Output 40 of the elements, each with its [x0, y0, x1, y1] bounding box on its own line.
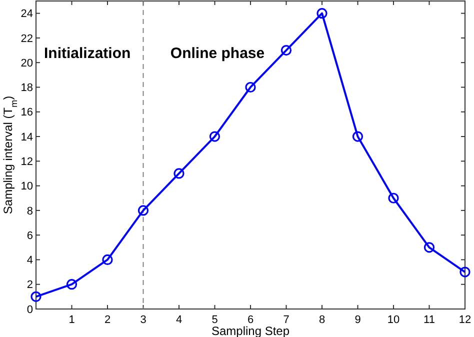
x-tick-label: 7	[283, 314, 290, 326]
x-tick-label: 9	[354, 314, 361, 326]
y-tick-label: 6	[26, 230, 33, 242]
y-tick-label: 8	[26, 205, 33, 218]
point	[30, 291, 42, 302]
point	[174, 168, 184, 179]
y-tick-label: 12	[20, 156, 33, 168]
y-tick-label: 20	[20, 57, 33, 70]
point	[460, 266, 470, 278]
y-tick-label: 14	[20, 131, 33, 144]
point	[316, 8, 328, 19]
y-tick-label: 24	[20, 8, 33, 20]
y-tick-label: 2	[26, 279, 33, 292]
point	[280, 44, 292, 56]
y-tick-label: 0	[26, 304, 33, 316]
annotation: Online phase	[170, 45, 265, 62]
point	[66, 279, 78, 290]
point	[209, 131, 220, 142]
x-tick-label: 6	[247, 314, 254, 326]
x-tick-label: 8	[318, 314, 326, 326]
point	[424, 242, 435, 253]
x-tick-label: 1	[68, 314, 75, 326]
point	[388, 192, 399, 204]
y-tick-label: 22	[20, 32, 33, 45]
y-tick-label: 10	[20, 180, 33, 193]
point	[245, 82, 256, 93]
y-tick-label: 4	[26, 254, 33, 267]
y-tick-label: 16	[20, 106, 33, 119]
point	[138, 205, 149, 216]
point	[102, 254, 113, 266]
x-tick-label: 11	[424, 314, 435, 326]
point	[352, 131, 364, 142]
x-tick-label: 3	[140, 314, 146, 326]
x-tick-label: 4	[176, 314, 182, 326]
x-tick-label: 5	[212, 314, 218, 326]
x-tick-label: 12	[458, 314, 472, 326]
x-tick-label: 2	[104, 314, 111, 326]
annotation: Initialization	[44, 45, 131, 62]
x-tick-label: 10	[387, 314, 400, 326]
y-tick-label: 18	[20, 82, 33, 94]
